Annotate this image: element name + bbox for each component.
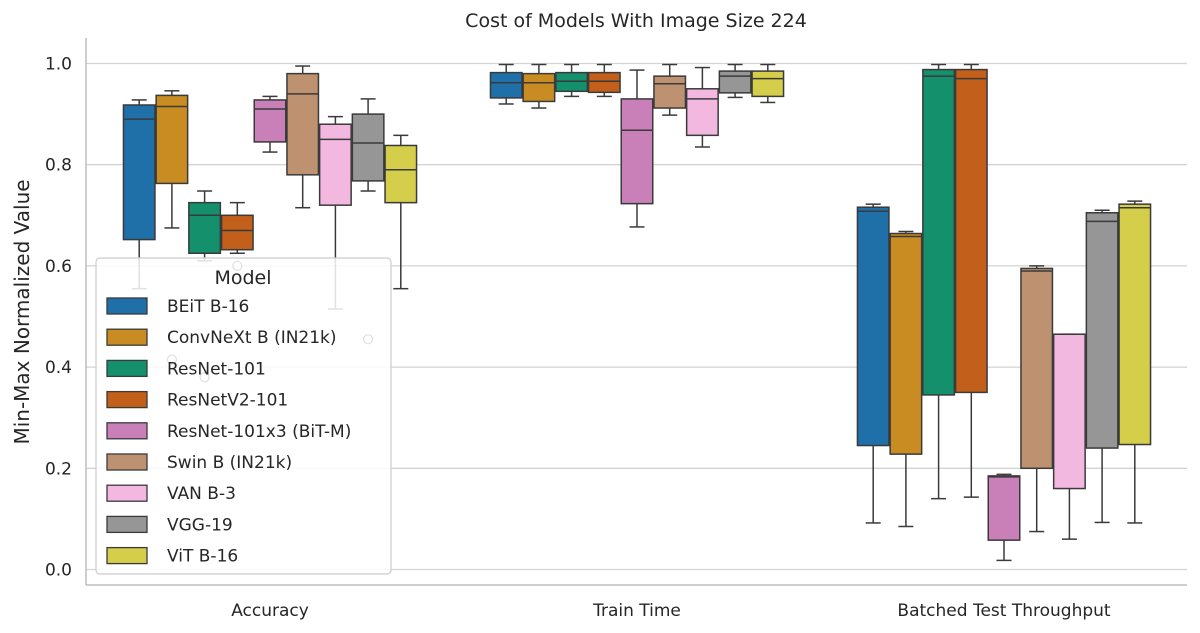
box [1118,203,1152,446]
box-group [351,98,385,345]
box [1085,212,1119,449]
legend-label: Swin B (IN21k) [167,453,292,473]
legend-swatch [106,359,148,378]
box [889,232,923,455]
chart-title: Cost of Models With Image Size 224 [465,10,807,32]
x-ticks: Accuracy Train Time Batched Test Throughpu… [231,601,1111,621]
legend-swatch [106,328,148,346]
box-group [718,63,752,99]
box [253,99,287,143]
box [987,475,1021,541]
box [318,123,352,206]
box [922,68,956,396]
y-tick-label: 0.8 [45,156,72,176]
box [188,201,222,254]
box-group [922,63,956,500]
box-group [856,203,890,524]
legend-swatch [106,422,148,440]
legend-label: ResNet-101 [167,359,266,379]
box [384,144,418,204]
box-group [1020,265,1054,533]
box-group [954,63,988,498]
y-ticks: 0.0 0.2 0.4 0.6 0.8 1.0 [45,55,72,581]
legend-title: Model [214,267,271,289]
box-group [522,63,556,109]
box-group [188,190,222,383]
legend: Model BEiT B-16 ConvNeXt B (IN21k) ResNet-1… [95,257,392,575]
legend-label: ViT B-16 [167,547,238,567]
box-group [1052,333,1086,540]
box-plots [122,63,1152,562]
legend-label: ResNet-101x3 (BiT-M) [167,422,351,442]
box [1020,267,1054,470]
legend-frame [95,257,392,575]
box-group [889,230,923,528]
y-tick-label: 0.4 [45,358,72,378]
box-group [555,63,589,98]
legend-label: BEiT B-16 [167,297,249,317]
box [351,113,385,182]
legend-label: VGG-19 [167,515,233,535]
box-group [685,66,719,148]
legend-swatch [106,453,148,471]
box-group [253,95,287,153]
box-group [620,69,654,228]
box [954,68,988,394]
y-axis-label: Min-Max Normalized Value [10,179,34,444]
box [653,75,687,109]
box [155,94,189,185]
box-group [286,65,320,209]
box [685,88,719,137]
box [718,70,752,94]
box [620,98,654,205]
box-group [751,63,785,104]
box [555,71,589,93]
legend-swatch [106,515,148,534]
box-group [384,134,418,290]
y-tick-label: 0.6 [45,257,72,277]
legend-label: VAN B-3 [167,484,236,504]
box [286,72,320,176]
box [220,214,254,251]
box-group [489,63,523,105]
x-tick-label: Batched Test Throughput [897,601,1110,621]
box [751,70,785,98]
box-group [318,115,352,310]
legend-swatch [106,297,148,315]
legend-label: ResNetV2-101 [167,391,288,411]
legend-label: ConvNeXt B (IN21k) [167,328,337,348]
box-group [587,63,621,98]
legend-swatch [106,484,148,502]
box-group [653,63,687,116]
x-tick-label: Train Time [592,601,681,621]
box-group [987,473,1021,562]
legend-swatch [106,546,148,565]
x-tick-label: Accuracy [231,601,309,621]
box [489,71,523,99]
box [122,104,156,241]
box [587,71,621,94]
y-tick-label: 0.2 [45,459,72,479]
y-tick-label: 1.0 [45,55,72,75]
box [522,72,556,103]
box [1052,333,1086,490]
box-group [1085,209,1119,524]
box [856,206,890,447]
legend-swatch [106,390,148,409]
y-tick-label: 0.0 [45,561,72,581]
box-group [1118,200,1152,524]
